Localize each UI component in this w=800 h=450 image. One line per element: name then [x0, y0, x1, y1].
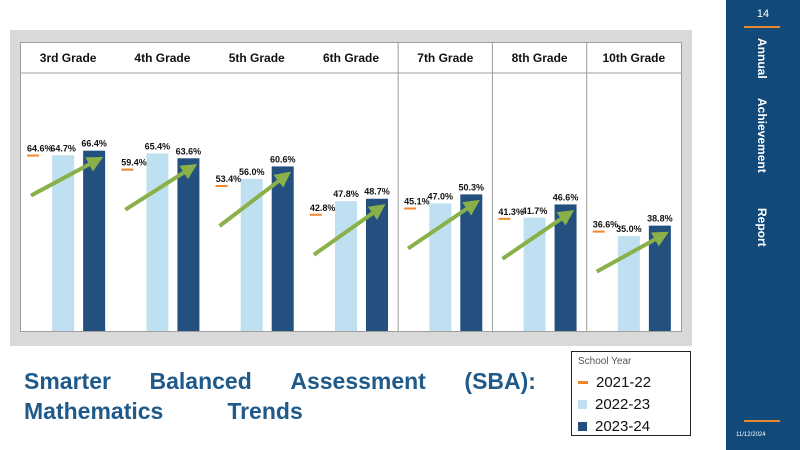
- data-label-2021-22: 42.8%: [310, 203, 336, 213]
- bar-2023-24: [554, 204, 577, 331]
- legend-label: 2023-24: [595, 417, 651, 435]
- bar-2022-23: [240, 178, 263, 331]
- data-label-2021-22: 41.3%: [498, 207, 524, 217]
- sidebar-top-rule: [744, 26, 780, 28]
- grade-header-label: 5th Grade: [229, 51, 285, 65]
- bar-2023-24: [366, 198, 388, 331]
- trend-arrow: [595, 231, 669, 274]
- data-label-2023-24: 63.6%: [176, 146, 202, 156]
- legend-item: 2022-23: [578, 393, 684, 415]
- slide-title: Smarter Balanced Assessment (SBA): Mathemat…: [24, 366, 536, 426]
- grade-header-label: 7th Grade: [417, 51, 473, 65]
- data-label-2023-24: 66.4%: [81, 139, 107, 149]
- title_line2-word: Mathematics: [24, 398, 164, 424]
- grade-header-label: 6th Grade: [323, 51, 379, 65]
- legend-label: 2022-23: [595, 395, 651, 413]
- grade-header-label: 8th Grade: [512, 51, 568, 65]
- page-number: 14: [756, 8, 770, 20]
- trend-arrow: [124, 163, 198, 212]
- grade-header-label: 4th Grade: [134, 51, 190, 65]
- chart-area: 3rd Grade 64.6% 64.7% 66.4% 4th Grade 59.4% 65…: [20, 42, 682, 332]
- trend-arrow: [218, 171, 292, 228]
- bar-2023-24: [460, 194, 483, 331]
- title_line1-word: Assessment: [290, 368, 426, 394]
- title_line1-word: Smarter: [24, 368, 111, 394]
- data-label-2022-23: 47.8%: [333, 189, 359, 199]
- bar-2022-23: [617, 235, 640, 331]
- data-label-2021-22: 36.6%: [593, 220, 619, 230]
- trend-arrow: [407, 199, 480, 251]
- footer-date: 11/12/2024: [736, 432, 766, 438]
- grade-header-label: 3rd Grade: [40, 51, 97, 65]
- legend-item: 2023-24: [578, 415, 684, 437]
- title_line1-word: Balanced: [149, 368, 252, 394]
- bar-chart: 3rd Grade 64.6%64.7% 66.4% 4th Grade 59.4% 65…: [21, 43, 681, 331]
- title_line2-word: Trends: [227, 398, 303, 424]
- data-label-2023-24: 48.7%: [364, 187, 390, 197]
- report-sidebar: 14 Annual Achievement Report 11/12/2024: [726, 0, 800, 450]
- trend-arrow: [312, 204, 386, 257]
- bar-2023-24: [177, 158, 200, 331]
- chart-legend: School Year 2021-22 2022-23 2023-24: [571, 351, 691, 436]
- bar-2022-23: [335, 201, 357, 331]
- data-label-2021-22: 64.6%: [27, 144, 53, 154]
- bar-2022-23: [146, 153, 169, 331]
- data-label-2022-23: 41.7%: [522, 206, 548, 216]
- data-label-2022-23: 65.4%: [145, 141, 171, 151]
- sidebar-word-achievement: Achievement: [755, 98, 769, 173]
- title_line1-word: (SBA):: [464, 368, 536, 394]
- legend-swatch: [578, 380, 588, 384]
- data-label-2023-24: 38.8%: [647, 214, 673, 224]
- legend-label: 2021-22: [596, 373, 652, 391]
- data-label-2023-24: 50.3%: [459, 182, 485, 192]
- legend-item: 2021-22: [578, 371, 684, 393]
- bar-2023-24: [83, 150, 106, 331]
- data-label-2022-23: 47.0%: [428, 191, 454, 201]
- data-label-2021-22: 45.1%: [404, 197, 430, 207]
- title-line-2: Mathematics Trends: [24, 396, 536, 426]
- bar-2023-24: [271, 166, 294, 331]
- legend-title: School Year: [578, 356, 632, 367]
- trend-arrow: [501, 209, 575, 261]
- bar-2022-23: [523, 217, 546, 331]
- title-line-1: Smarter Balanced Assessment (SBA):: [24, 366, 536, 396]
- bar-2023-24: [648, 225, 671, 331]
- sidebar-bottom-rule: [744, 420, 780, 422]
- sidebar-word-annual: Annual: [755, 38, 769, 79]
- data-label-2022-23: 35.0%: [616, 224, 642, 234]
- data-label-2023-24: 60.6%: [270, 154, 296, 164]
- data-label-2023-24: 46.6%: [553, 192, 579, 202]
- data-label-2022-23: 64.7%: [50, 143, 76, 153]
- trend-arrow: [30, 156, 104, 198]
- data-label-2022-23: 56.0%: [239, 167, 265, 177]
- bar-2022-23: [52, 155, 75, 331]
- sidebar-word-report: Report: [755, 208, 769, 247]
- data-label-2021-22: 53.4%: [216, 174, 242, 184]
- bar-2022-23: [429, 203, 452, 331]
- grade-header-label: 10th Grade: [603, 51, 666, 65]
- legend-swatch: [578, 399, 587, 409]
- data-label-2021-22: 59.4%: [121, 158, 147, 168]
- legend-swatch: [578, 421, 587, 431]
